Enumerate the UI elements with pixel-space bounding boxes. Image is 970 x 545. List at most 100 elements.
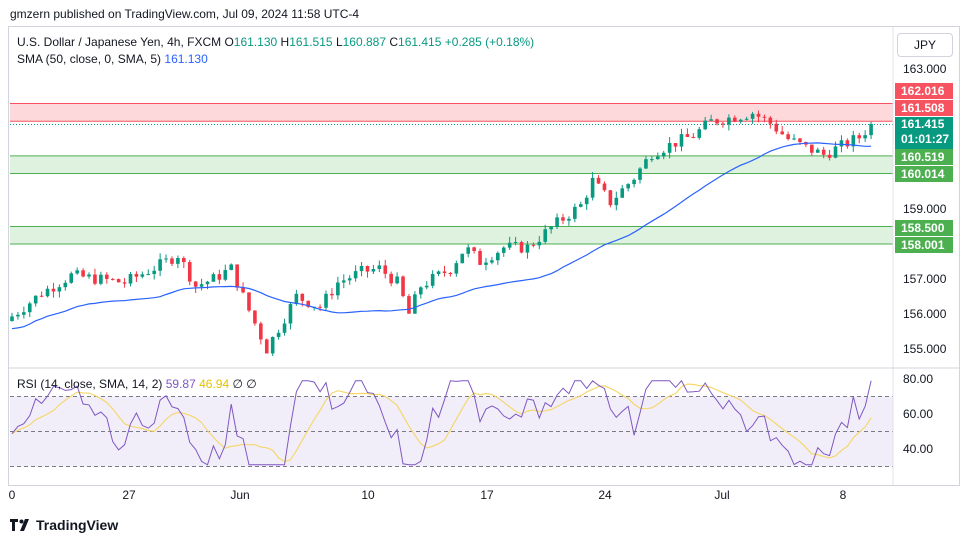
candle-body-92	[555, 217, 559, 227]
candle-body-83	[501, 247, 506, 253]
candle-body-67	[407, 296, 411, 314]
candle-body-2	[22, 312, 26, 315]
candle-body-12	[81, 270, 85, 277]
candle-body-102	[614, 197, 619, 206]
candle-body-0	[10, 316, 14, 321]
candle-body-125	[750, 113, 755, 119]
candle-body-90	[543, 229, 548, 242]
candle-body-8	[57, 287, 62, 292]
candle-body-45	[276, 332, 281, 337]
sma-line	[11, 142, 872, 330]
candle-body-140	[839, 140, 844, 147]
candle-body-111	[667, 143, 672, 153]
candle-body-37	[229, 264, 234, 271]
candle-body-3	[27, 303, 32, 313]
candle-body-34	[211, 274, 216, 282]
candle-body-135	[810, 144, 814, 153]
candle-body-33	[205, 281, 210, 285]
candle-body-74	[448, 273, 453, 275]
candle-body-43	[264, 339, 269, 354]
candle-body-41	[253, 310, 257, 324]
candle-body-46	[282, 323, 287, 333]
currency-button[interactable]: JPY	[897, 33, 953, 57]
rsi-extra-2: ∅	[246, 377, 257, 391]
tag-zone3-top: 158.500	[895, 220, 953, 236]
candle-body-104	[626, 184, 630, 189]
rsi-pane: 40.00 60.00 80.00	[10, 372, 933, 467]
candle-body-133	[798, 138, 802, 143]
low-label: L	[335, 35, 343, 49]
candle-body-42	[259, 323, 263, 340]
sma-legend: SMA (50, close, 0, SMA, 5) 161.130	[17, 52, 208, 66]
candle-body-27	[170, 258, 174, 264]
zone-1	[10, 103, 893, 122]
candle-body-99	[596, 177, 601, 184]
candle-body-26	[164, 258, 168, 260]
candle-body-97	[584, 197, 589, 205]
candle-body-144	[863, 135, 867, 139]
candle-body-116	[697, 129, 702, 138]
close-value: 161.415	[398, 35, 442, 49]
candle-body-129	[774, 123, 779, 132]
close-label: C	[389, 35, 399, 49]
candle-body-118	[709, 119, 713, 121]
candle-body-48	[294, 293, 299, 305]
time-tick-2: Jun	[230, 488, 249, 502]
candle-body-136	[815, 149, 820, 153]
candle-body-40	[247, 292, 251, 311]
high-value: 161.515	[289, 35, 333, 49]
candle-body-58	[353, 271, 358, 279]
tag-zone1-bottom: 161.508	[895, 100, 953, 116]
candle-body-64	[389, 273, 393, 284]
candle-body-38	[235, 264, 239, 288]
candle-body-105	[632, 179, 636, 185]
rsi-line	[11, 379, 872, 466]
candle-body-61	[371, 268, 376, 272]
candle-body-66	[401, 276, 405, 297]
candle-body-88	[531, 244, 536, 246]
tradingview-logo[interactable]: TradingView	[10, 517, 118, 533]
candle-body-19	[122, 282, 127, 284]
candle-body-145	[869, 123, 873, 136]
candle-body-101	[608, 190, 613, 206]
change-value: +0.285 (+0.18%)	[444, 35, 535, 49]
tag-zone3-bottom: 158.001	[895, 237, 953, 253]
candle-body-60	[365, 265, 370, 272]
candle-body-113	[679, 134, 684, 147]
candle-body-142	[851, 135, 856, 147]
candle-body-117	[703, 120, 707, 130]
symbol-legend: U.S. Dollar / Japanese Yen, 4h, FXCM O16…	[17, 35, 534, 49]
candle-body-89	[537, 241, 542, 246]
candle-body-17	[110, 278, 115, 280]
candle-body-55	[336, 282, 340, 296]
candle-body-123	[738, 119, 743, 122]
candle-body-130	[780, 131, 785, 135]
price-tick-2: 157.000	[903, 272, 947, 286]
candle-body-137	[821, 149, 826, 155]
price-tick-0: 155.000	[903, 342, 947, 356]
candle-body-35	[217, 274, 222, 280]
low-value: 160.887	[342, 35, 387, 49]
axis-layer: 155.000156.000157.000158.000159.000163.0…	[9, 27, 959, 502]
candle-body-124	[744, 118, 749, 120]
candle-body-4	[33, 295, 38, 304]
candle-body-77	[466, 247, 470, 254]
candle-body-108	[650, 159, 654, 161]
zones-layer	[10, 102, 893, 245]
candle-body-23	[146, 274, 151, 276]
rsi-tick-0: 40.00	[903, 442, 933, 456]
candle-body-139	[833, 146, 838, 158]
candle-body-14	[93, 274, 97, 284]
tag-zone2-top: 160.519	[895, 149, 953, 165]
time-tick-6: Jul	[714, 488, 729, 502]
candle-body-126	[756, 113, 761, 117]
candle-body-138	[827, 154, 832, 158]
candle-body-95	[573, 206, 577, 219]
candle-body-86	[519, 242, 524, 253]
candle-body-94	[567, 218, 571, 221]
candle-body-84	[507, 242, 512, 248]
price-tick-1: 156.000	[903, 307, 947, 321]
candle-body-110	[661, 152, 666, 157]
candle-body-70	[424, 285, 429, 288]
